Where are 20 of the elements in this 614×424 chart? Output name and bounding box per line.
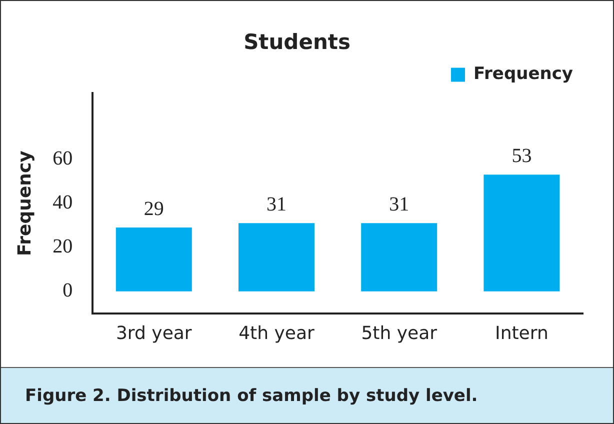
bar bbox=[238, 223, 315, 292]
x-tick-label: 4th year bbox=[238, 322, 315, 344]
data-label: 29 bbox=[144, 198, 164, 220]
bar bbox=[361, 223, 438, 292]
caption: Figure 2. Distribution of sample by study level. bbox=[25, 386, 479, 406]
x-tick-label: 5th year bbox=[361, 322, 438, 344]
data-label: 53 bbox=[512, 144, 532, 167]
bar bbox=[116, 228, 192, 292]
x-tick-label: Intern bbox=[495, 322, 548, 344]
chart-title: Students bbox=[244, 30, 350, 54]
data-label: 31 bbox=[266, 193, 286, 216]
y-tick-label: 20 bbox=[52, 236, 73, 258]
legend-label: Frequency bbox=[474, 64, 574, 84]
y-tick-label: 0 bbox=[62, 280, 73, 302]
y-tick-label: 40 bbox=[52, 192, 73, 214]
x-tick-label: 3rd year bbox=[116, 322, 192, 344]
data-label: 31 bbox=[389, 193, 410, 216]
y-axis-title: Frequency bbox=[14, 150, 36, 256]
bar bbox=[484, 174, 560, 292]
y-tick-label: 60 bbox=[52, 148, 73, 170]
